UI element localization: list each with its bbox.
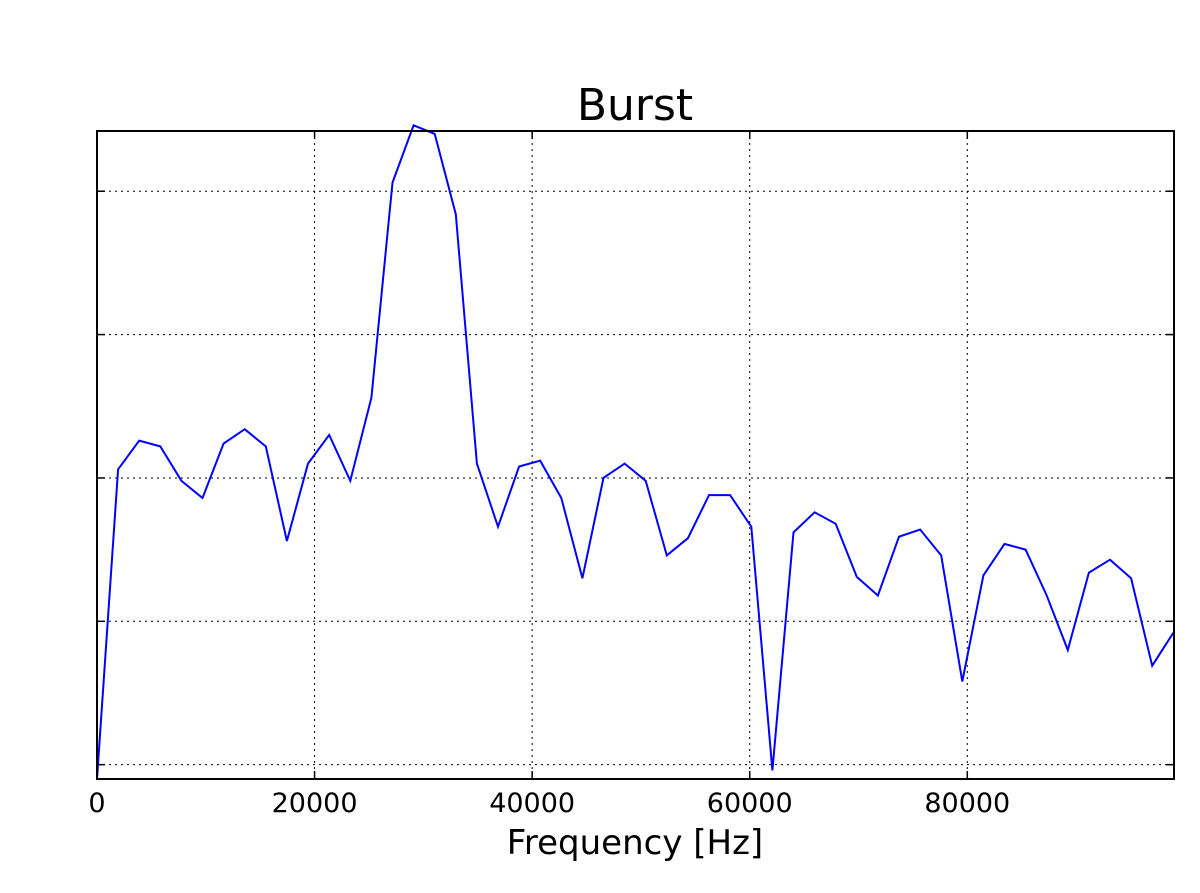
x-tick-label: 0 (88, 788, 105, 819)
x-tick-label: 20000 (272, 788, 358, 819)
grid-lines (97, 131, 1174, 779)
x-tick-label: 80000 (924, 788, 1010, 819)
x-tick-label: 40000 (489, 788, 575, 819)
x-tick-label: 60000 (707, 788, 793, 819)
x-axis-label: Frequency [Hz] (507, 823, 763, 863)
plot-frame (96, 130, 1175, 780)
series-layer (96, 123, 1175, 780)
spectrum-line (96, 123, 1175, 780)
chart-title: Burst (577, 80, 693, 131)
x-tick-labels: 0 20000 40000 60000 80000 (88, 788, 1010, 819)
axis-ticks (96, 131, 1174, 779)
